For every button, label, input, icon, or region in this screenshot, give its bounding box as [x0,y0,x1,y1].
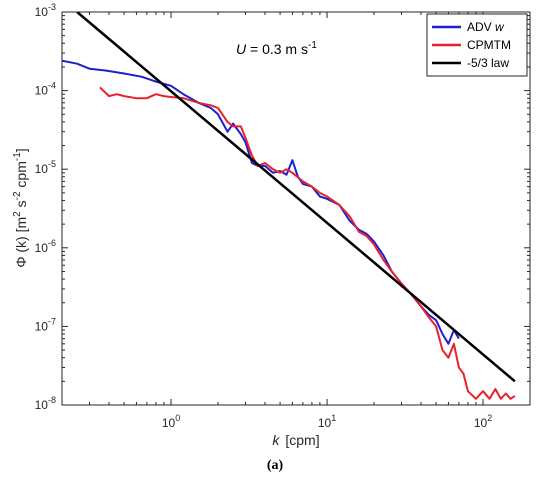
legend-label-5-3-law: -5/3 law [467,56,509,70]
y-axis-label: Φ (k) [m2 s-2 cpm-1] [12,148,29,267]
y-tick-label: 10-5 [35,159,56,176]
y-tick-label: 10-3 [35,2,56,19]
y-tick-label: 10-6 [35,238,56,255]
x-axis-unit: [cpm] [285,432,319,448]
plot-area: 100 101 102 10-8 10-7 10-6 10-5 10-4 10-3 [35,2,531,430]
series-line-adv-w [62,59,460,345]
y-tick-label: 10-8 [35,395,56,412]
legend: ADV w CPMTM -5/3 law [426,13,528,77]
figure-caption: (a) [266,458,284,473]
series-line-cpmtm [99,86,516,400]
legend-label-cpmtm: CPMTM [467,38,511,52]
y-tick-label: 10-4 [35,81,56,98]
x-axis-label: k [cpm] [272,432,319,448]
x-tick-label: 100 [162,413,180,430]
series-layer [62,12,516,400]
velocity-annotation: U = 0.3 m s-1 [236,40,317,57]
y-tick-label: 10-7 [35,316,56,333]
tick-layer: 100 101 102 10-8 10-7 10-6 10-5 10-4 10-3 [35,2,531,430]
legend-label-adv-w: ADV w [467,20,505,34]
x-tick-label: 101 [318,413,336,430]
series-line-5-3-law [76,12,516,383]
spectrum-chart: 100 101 102 10-8 10-7 10-6 10-5 10-4 10-3 k [cpm]… [12,2,531,448]
x-tick-label: 102 [474,413,492,430]
plot-frame [61,11,531,406]
x-axis-var: k [272,432,280,448]
